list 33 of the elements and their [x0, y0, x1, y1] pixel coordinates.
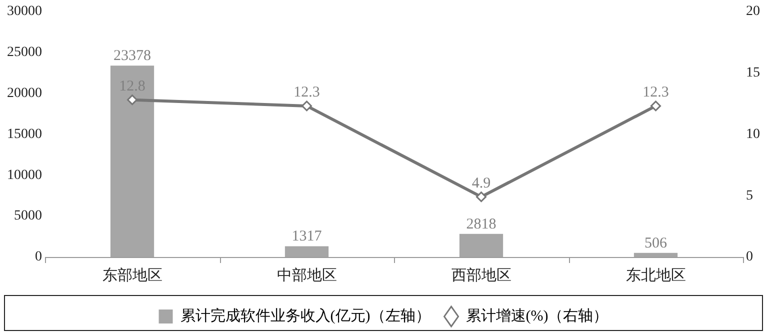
- x-tick-label: 西部地区: [451, 266, 512, 284]
- data-label: 506: [644, 235, 668, 252]
- y2-tick-label: 20: [746, 4, 760, 20]
- y-tick-label: 30000: [7, 4, 42, 20]
- y2-tick-label: 10: [746, 126, 760, 142]
- y2-tick-label: 0: [746, 250, 753, 265]
- y-tick-label: 25000: [7, 45, 42, 60]
- x-tick-label: 东北地区: [626, 266, 686, 284]
- data-label: 2818: [466, 216, 496, 232]
- data-label: 12.3: [642, 84, 669, 100]
- bar: [110, 66, 154, 257]
- y-tick-label: 5000: [14, 208, 42, 224]
- point: [127, 94, 138, 106]
- point: [476, 192, 486, 202]
- y-tick-label: 15000: [7, 126, 42, 142]
- bar: [459, 234, 504, 257]
- data-label: 1317: [292, 228, 322, 245]
- legend-label: 累计完成软件业务收入(亿元)（左轴）: [180, 307, 430, 324]
- x-tick-label: 东部地区: [102, 266, 162, 284]
- y-tick-label: 20000: [7, 86, 42, 101]
- data-label: 12.3: [294, 84, 320, 100]
- data-label: 4.9: [472, 175, 491, 192]
- legend-label: 累计增速(%)（右轴）: [466, 307, 608, 324]
- point: [650, 100, 661, 112]
- bar: [284, 246, 329, 257]
- x-tick-label: 中部地区: [276, 266, 337, 284]
- y2-tick-label: 5: [746, 188, 753, 204]
- y2-tick-label: 15: [746, 65, 760, 80]
- y-tick-label: 10000: [7, 168, 42, 183]
- point: [302, 100, 312, 112]
- bar: [634, 252, 678, 257]
- data-label: 23378: [114, 48, 151, 64]
- y-tick-label: 0: [35, 250, 42, 265]
